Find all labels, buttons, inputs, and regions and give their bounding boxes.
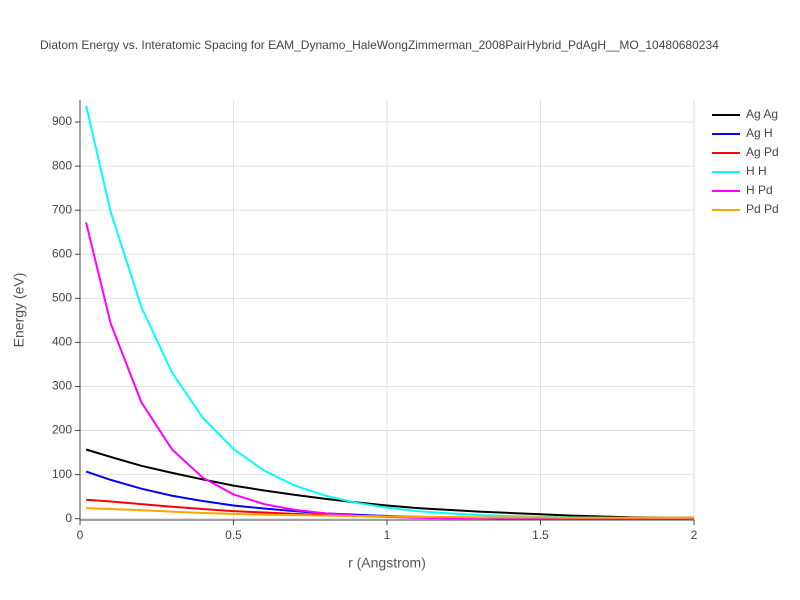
chart-title: Diatom Energy vs. Interatomic Spacing fo…	[40, 38, 719, 52]
y-tick-label: 0	[65, 511, 72, 525]
y-tick-label: 900	[52, 114, 72, 128]
y-tick-label: 200	[52, 423, 72, 437]
y-tick-label: 400	[52, 335, 72, 349]
series-line	[85, 105, 695, 520]
series-line	[85, 448, 694, 519]
legend-label: Ag H	[746, 126, 773, 140]
y-tick-label: 500	[52, 290, 72, 304]
y-tick-label: 100	[52, 467, 72, 481]
y-tick-label: 700	[52, 202, 72, 216]
y-tick-label: 600	[52, 246, 72, 260]
x-tick-label: 2	[691, 528, 698, 542]
x-tick-label: 1.5	[532, 528, 549, 542]
x-tick-label: 0	[77, 528, 84, 542]
legend-label: Ag Ag	[746, 107, 778, 121]
legend-label: Ag Pd	[746, 145, 779, 159]
legend-label: Pd Pd	[746, 202, 779, 216]
x-tick-label: 0.5	[225, 528, 242, 542]
y-tick-label: 800	[52, 158, 72, 172]
x-axis-label: r (Angstrom)	[348, 555, 426, 571]
legend-label: H H	[746, 164, 767, 178]
x-tick-label: 1	[384, 528, 391, 542]
y-axis-label: Energy (eV)	[11, 273, 27, 348]
y-tick-label: 300	[52, 379, 72, 393]
series-line	[86, 507, 694, 519]
legend-label: H Pd	[746, 183, 773, 197]
